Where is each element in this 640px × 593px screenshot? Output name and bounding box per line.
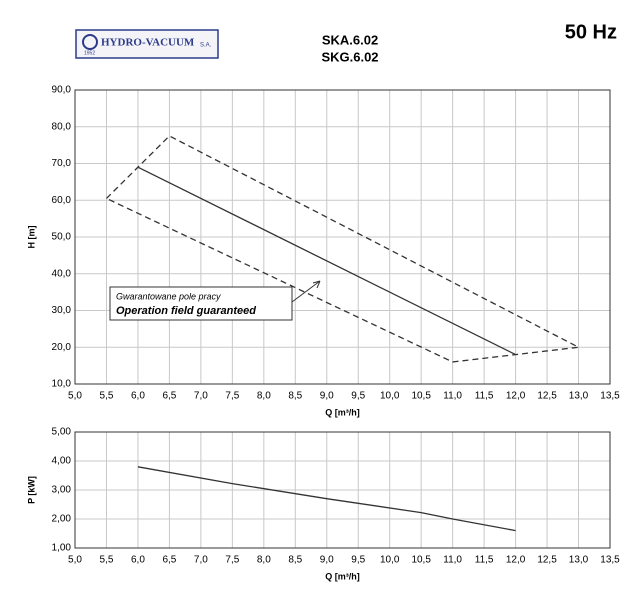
annotation: Operation field guaranteed: [116, 305, 256, 317]
y-tick-label: 90,0: [52, 85, 72, 96]
y-tick-label: 70,0: [52, 158, 72, 169]
annotation: Gwarantowane pole pracy: [116, 291, 221, 301]
x-tick-label: 13,5: [600, 391, 620, 402]
x-tick-label: 12,5: [537, 555, 557, 566]
x-tick-label: 8,5: [288, 555, 302, 566]
x-tick-label: 11,0: [443, 555, 462, 566]
logo-box: [75, 29, 219, 59]
y-tick-label: 5,00: [52, 427, 72, 438]
x-tick-label: 6,5: [162, 555, 176, 566]
y-tick-label: 60,0: [52, 195, 72, 206]
x-tick-label: 7,0: [194, 391, 208, 402]
x-tick-label: 11,5: [475, 555, 494, 566]
x-axis-label: Q [m³/h]: [325, 571, 360, 581]
data-line: [137, 466, 516, 532]
x-tick-label: 7,0: [194, 555, 208, 566]
x-tick-label: 7,5: [225, 391, 239, 402]
x-tick-label: 13,0: [569, 391, 589, 402]
annotation-box: [109, 286, 293, 321]
y-tick-label: 80,0: [52, 121, 72, 132]
x-tick-label: 13,5: [600, 555, 620, 566]
y-tick-label: 20,0: [52, 342, 72, 353]
x-tick-label: 8,0: [257, 555, 271, 566]
model: SKG.6.02: [321, 49, 378, 64]
x-axis-label: Q [m³/h]: [325, 407, 360, 417]
data-line: [137, 166, 516, 356]
x-tick-label: 12,0: [506, 391, 526, 402]
x-tick-label: 10,0: [380, 555, 400, 566]
y-tick-label: 30,0: [52, 305, 72, 316]
x-tick-label: 5,5: [100, 391, 114, 402]
x-tick-label: 5,0: [68, 555, 82, 566]
x-tick-label: 12,0: [506, 555, 526, 566]
x-tick-label: 7,5: [225, 555, 239, 566]
y-tick-label: 1,00: [52, 543, 72, 554]
data-line: [106, 135, 581, 363]
x-tick-label: 13,0: [569, 555, 589, 566]
x-tick-label: 9,0: [320, 391, 334, 402]
x-tick-label: 11,5: [475, 391, 494, 402]
y-axis-label: P [kW]: [26, 476, 36, 504]
plot-frame: [74, 431, 611, 549]
x-tick-label: 5,0: [68, 391, 82, 402]
x-tick-label: 6,5: [162, 391, 176, 402]
annotation-arrow: [291, 280, 321, 303]
x-tick-label: 9,5: [351, 555, 365, 566]
x-tick-label: 12,5: [537, 391, 557, 402]
y-tick-label: 2,00: [52, 514, 72, 525]
x-tick-label: 5,5: [100, 555, 114, 566]
x-tick-label: 9,0: [320, 555, 334, 566]
y-tick-label: 50,0: [52, 232, 72, 243]
x-tick-label: 6,0: [131, 555, 145, 566]
x-tick-label: 9,5: [351, 391, 365, 402]
x-tick-label: 6,0: [131, 391, 145, 402]
y-tick-label: 4,00: [52, 456, 72, 467]
logo-suffix: S.A.: [200, 43, 212, 49]
frequency: 50 Hz: [565, 21, 617, 43]
logo-icon: [82, 34, 98, 50]
logo-text: HYDRO-VACUUM: [101, 37, 195, 49]
x-tick-label: 10,5: [411, 555, 431, 566]
x-tick-label: 8,0: [257, 391, 271, 402]
y-tick-label: 3,00: [52, 485, 72, 496]
x-tick-label: 10,5: [411, 391, 431, 402]
y-tick-label: 40,0: [52, 268, 72, 279]
y-axis-label: H [m]: [26, 226, 36, 249]
model: SKA.6.02: [322, 32, 378, 47]
logo-year: 1952: [84, 50, 95, 56]
x-tick-label: 10,0: [380, 391, 400, 402]
plot-frame: [74, 89, 611, 385]
x-tick-label: 11,0: [443, 391, 462, 402]
y-tick-label: 10,0: [52, 379, 72, 390]
x-tick-label: 8,5: [288, 391, 302, 402]
